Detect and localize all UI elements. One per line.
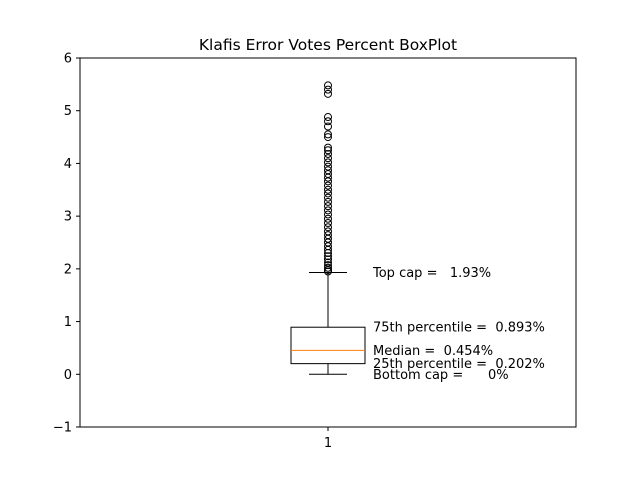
annotation-layer: Top cap = 1.93% 75th percentile = 0.893% M… bbox=[372, 266, 545, 383]
axis-layer: −1 0 1 2 3 4 5 6 1 bbox=[53, 52, 332, 452]
outlier-point bbox=[324, 206, 332, 215]
outlier-point bbox=[324, 255, 332, 264]
outlier-point bbox=[324, 158, 332, 167]
outlier-point bbox=[324, 81, 332, 90]
outlier-point bbox=[324, 231, 332, 240]
outlier-point bbox=[324, 89, 332, 98]
outlier-point bbox=[324, 185, 332, 194]
outlier-point bbox=[324, 193, 332, 202]
y-tick-label: 5 bbox=[64, 104, 72, 119]
outlier-point bbox=[324, 263, 332, 272]
annotation-label: Top cap = 1.93% bbox=[372, 266, 491, 281]
y-tick-label: 2 bbox=[64, 262, 72, 277]
box-layer bbox=[290, 81, 366, 375]
x-tick-label: 1 bbox=[324, 436, 332, 451]
outlier-point bbox=[324, 146, 332, 155]
y-tick-label: 4 bbox=[64, 157, 72, 172]
outlier-point bbox=[324, 214, 332, 223]
y-tick-label: 6 bbox=[64, 52, 72, 67]
outlier-point bbox=[324, 117, 332, 126]
outlier-point bbox=[324, 181, 332, 190]
outlier-point bbox=[324, 166, 332, 175]
y-tick-label: −1 bbox=[53, 421, 72, 436]
annotation-label: 25th percentile = 0.202% bbox=[373, 357, 545, 372]
outlier-point bbox=[324, 210, 332, 219]
y-tick-label: 1 bbox=[64, 315, 72, 330]
chart-title: Klafis Error Votes Percent BoxPlot bbox=[199, 36, 457, 54]
outlier-point bbox=[324, 189, 332, 198]
outlier-point bbox=[324, 258, 332, 267]
outlier-point bbox=[324, 130, 332, 139]
outlier-point bbox=[324, 227, 332, 236]
annotation-label: 75th percentile = 0.893% bbox=[373, 321, 545, 336]
y-tick-label: 0 bbox=[64, 368, 72, 383]
outlier-point bbox=[324, 202, 332, 211]
outlier-point bbox=[324, 261, 332, 270]
outlier-point bbox=[324, 252, 332, 261]
outlier-point bbox=[324, 223, 332, 232]
outlier-point bbox=[324, 162, 332, 171]
outlier-point bbox=[324, 85, 332, 94]
outlier-point bbox=[324, 122, 332, 131]
outlier-point bbox=[324, 218, 332, 227]
annotation-label: Bottom cap = 0% bbox=[373, 368, 509, 383]
iqr-box bbox=[290, 326, 366, 365]
outlier-point bbox=[324, 143, 332, 152]
outlier-point bbox=[324, 154, 332, 163]
y-tick-label: 3 bbox=[64, 210, 72, 225]
outlier-point bbox=[324, 197, 332, 206]
outlier-point bbox=[324, 113, 332, 122]
outlier-point bbox=[324, 133, 332, 142]
outlier-point bbox=[324, 149, 332, 158]
annotation-label: Median = 0.454% bbox=[373, 344, 493, 359]
